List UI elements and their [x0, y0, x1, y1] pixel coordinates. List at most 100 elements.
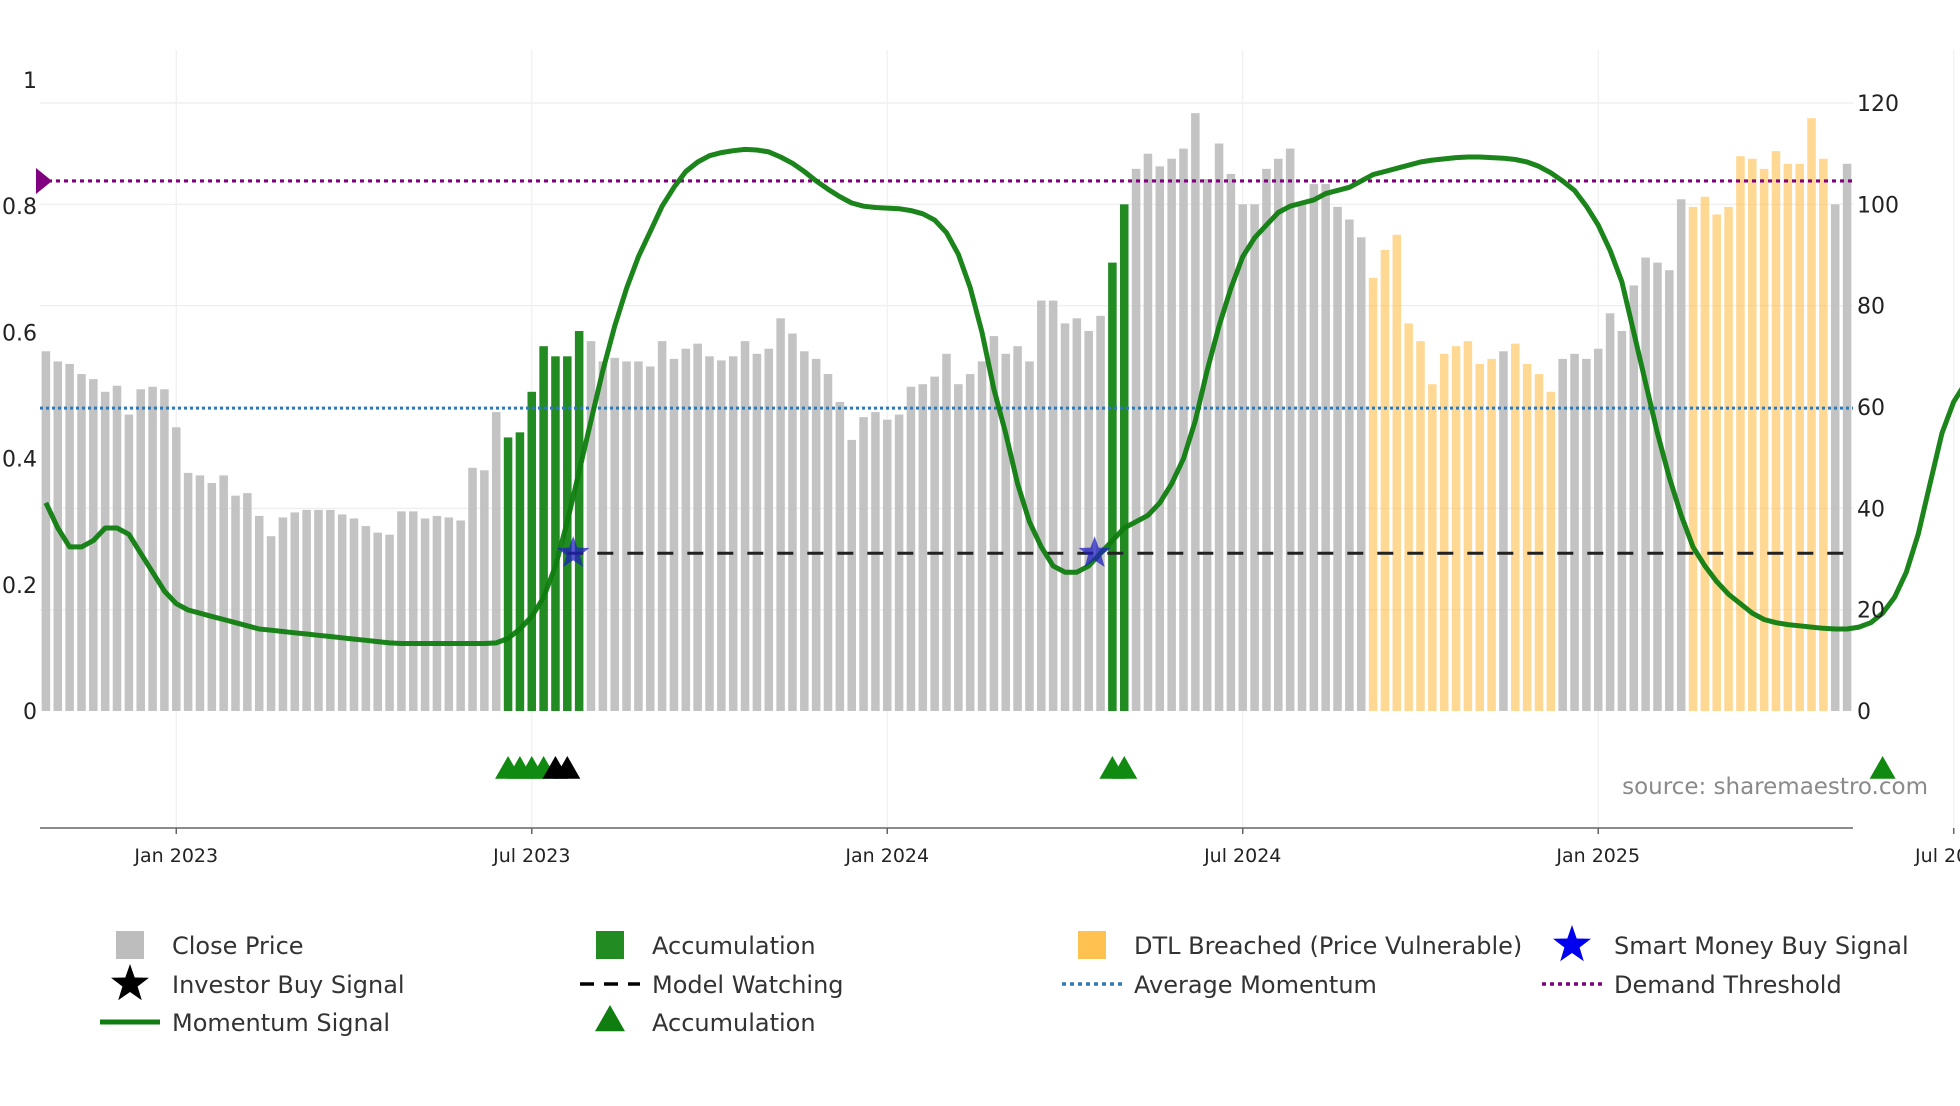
dtl-breached-bar [1736, 156, 1745, 711]
close-price-bar [859, 417, 868, 711]
legend-label: DTL Breached (Price Vulnerable) [1134, 932, 1522, 960]
dtl-breached-bar [1748, 158, 1757, 712]
close-price-bar [432, 515, 442, 711]
close-price-bar [1629, 285, 1639, 711]
x-axis-tick-label: Jul 2023 [492, 845, 570, 867]
smart-money-buy-star [1078, 536, 1111, 567]
close-price-bar [634, 361, 643, 711]
accumulation-marker [1869, 756, 1896, 779]
close-price-bar [195, 475, 205, 711]
dtl-breached-bar [1819, 158, 1828, 712]
close-price-bar [219, 475, 228, 711]
legend-square-icon [596, 931, 624, 959]
close-price-bar [598, 361, 608, 711]
dtl-breached-bar [1451, 346, 1461, 711]
left-axis-tick-label: 0.2 [2, 574, 37, 599]
dtl-breached-bar [1712, 214, 1721, 711]
close-price-bar [385, 534, 394, 711]
x-axis-tick-label: Jan 2024 [844, 845, 929, 867]
legend: Close Price Accumulation DTL Breached (Pri… [100, 925, 1909, 1037]
close-price-bar [397, 511, 406, 711]
legend-square-icon [1078, 931, 1106, 959]
legend-item-average_momentum: Average Momentum [1062, 971, 1377, 999]
close-price-bar [1499, 351, 1508, 711]
close-price-bar [77, 374, 86, 711]
legend-item-investor_buy: Investor Buy Signal [111, 964, 405, 1001]
lines-layer [36, 146, 1960, 646]
close-price-bar [800, 351, 809, 711]
close-price-bar [1060, 323, 1070, 711]
right-axis-tick-label: 60 [1857, 396, 1885, 421]
accumulation-bar [1108, 262, 1117, 711]
close-price-bar [942, 353, 951, 711]
right-axis-tick-label: 100 [1857, 193, 1899, 218]
close-price-bar [491, 412, 501, 711]
close-price-bar [1665, 270, 1674, 711]
legend-item-close_price: Close Price [116, 931, 304, 960]
close-price-bar [645, 366, 655, 711]
accumulation-bar [527, 391, 537, 711]
close-price-bar [1048, 300, 1058, 711]
dtl-breached-bar [1380, 249, 1390, 711]
close-price-bar [1641, 257, 1650, 711]
close-price-bar [1297, 204, 1307, 711]
right-axis-tick-label: 40 [1857, 497, 1885, 522]
left-axis-tick-label: 0.8 [2, 195, 37, 220]
close-price-bar [1285, 148, 1295, 712]
close-price-bar [586, 341, 596, 711]
close-price-bar [776, 318, 785, 711]
close-price-bar [65, 363, 74, 711]
legend-label: Smart Money Buy Signal [1614, 932, 1909, 960]
legend-item-dtl_breached: DTL Breached (Price Vulnerable) [1078, 931, 1522, 960]
close-price-bar [693, 343, 702, 711]
close-price-bar [1001, 353, 1011, 711]
close-price-bar [669, 358, 679, 711]
close-price-bar [894, 414, 904, 711]
legend-star-icon [1553, 925, 1591, 962]
left-axis-tick-label: 0.4 [2, 448, 37, 473]
close-price-bar [823, 374, 833, 711]
close-price-bar [1309, 184, 1319, 711]
close-price-bar [373, 532, 382, 711]
close-price-bar [444, 517, 454, 711]
close-price-bar [717, 360, 726, 711]
legend-square-icon [116, 931, 144, 959]
legend-item-momentum_signal: Momentum Signal [100, 1009, 390, 1037]
close-price-bar [811, 358, 821, 711]
dtl-breached-bar [1700, 196, 1710, 712]
dtl-breached-bar [1463, 341, 1473, 711]
close-price-bar [1321, 184, 1330, 711]
legend-triangle-icon [595, 1005, 625, 1032]
dtl-breached-bar [1783, 163, 1793, 712]
close-price-bar [278, 517, 288, 711]
legend-item-accumulation_marker: Accumulation [595, 1005, 816, 1037]
dtl-breached-bar [1724, 206, 1733, 711]
close-price-bar [468, 467, 477, 711]
momentum-signal-line [43, 146, 1960, 646]
close-price-bar [1593, 348, 1603, 711]
dtl-breached-bar [1511, 343, 1520, 711]
close-price-bar [1214, 143, 1224, 711]
close-price-bar [480, 470, 489, 711]
close-price-bar [1345, 219, 1354, 711]
close-price-bar [610, 357, 619, 711]
legend-label: Investor Buy Signal [172, 971, 405, 999]
dtl-breached-bar [1416, 341, 1425, 711]
x-axis-tick-label: Jul 2025 [1914, 845, 1960, 867]
close-price-bar [231, 495, 240, 711]
close-price-bar [1179, 148, 1188, 712]
close-price-bar [409, 511, 418, 711]
accumulation-bar [563, 356, 572, 711]
close-price-bar [954, 384, 963, 711]
accumulation-bar [515, 432, 525, 711]
dtl-breached-bar [1795, 163, 1804, 712]
demand-threshold-marker [36, 167, 52, 194]
close-price-bar [183, 472, 193, 711]
legend-item-model_watching: Model Watching [580, 971, 844, 999]
close-price-bar [930, 376, 939, 711]
close-price-bar [207, 483, 217, 711]
legend-label: Close Price [172, 932, 304, 960]
left-axis-tick-label: 0 [23, 700, 37, 725]
close-price-bar [752, 353, 762, 711]
